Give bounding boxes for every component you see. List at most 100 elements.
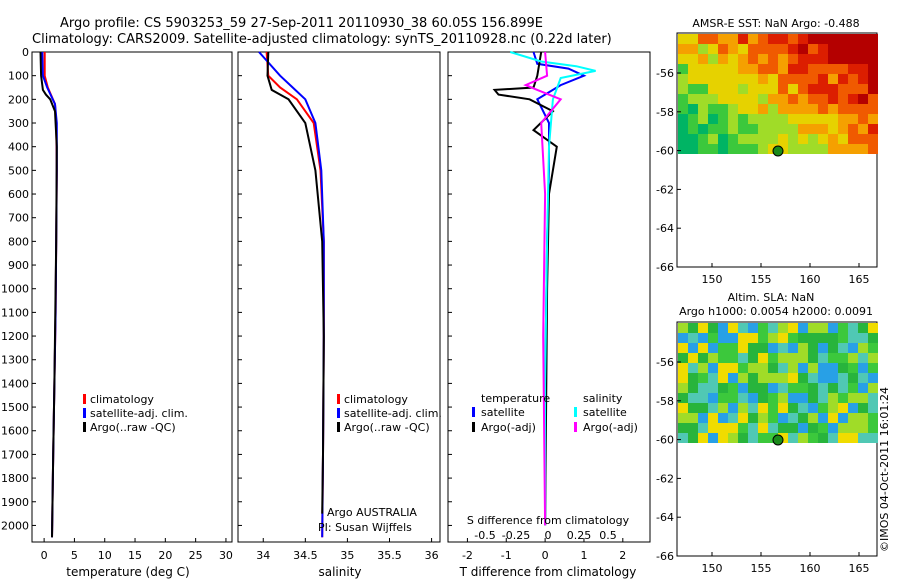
map-cell [818,323,828,333]
map-cell [838,54,848,64]
map-cell [818,343,828,353]
map-cell [798,403,808,413]
map-cell [868,44,878,54]
map-cell [778,74,788,84]
sst-map [676,32,878,268]
sla-field [678,323,878,443]
map-cell [858,363,868,373]
map-cell [808,84,818,94]
map-cell [858,94,868,104]
map-cell [828,144,838,154]
map-cell [768,413,778,423]
map-cell [738,34,748,44]
map-cell [688,104,698,114]
map-cell [688,134,698,144]
map-cell [728,363,738,373]
map-cell [838,124,848,134]
profile-curves [39,51,596,538]
map-y-tick-label: -66 [656,261,674,274]
map-cell [828,134,838,144]
map-cell [808,104,818,114]
map-cell [758,343,768,353]
legend-title-salinity: salinity [583,392,623,405]
map-cell [768,383,778,393]
x-tick-label: 34.5 [293,549,318,562]
map-x-tick-label: 165 [849,562,870,575]
legend-label-climatology: climatology [90,393,154,406]
x-tick-label: 5 [71,549,78,562]
x-tick-label: 30 [219,549,233,562]
map-cell [688,343,698,353]
map-cell [678,94,688,104]
map-cell [808,134,818,144]
map-cell [868,353,878,363]
depth-tick-label: 300 [8,117,29,130]
map-cell [688,433,698,443]
map-cell [868,124,878,134]
map-cell [838,323,848,333]
map-cell [828,44,838,54]
map-cell [748,383,758,393]
map-cell [708,373,718,383]
map-cell [698,124,708,134]
map-cell [798,343,808,353]
map-cell [758,104,768,114]
map-cell [688,383,698,393]
map-cell [748,413,758,423]
map-cell [818,383,828,393]
map-cell [698,134,708,144]
map-cell [688,54,698,64]
s-tick-label: 0.25 [567,529,592,542]
map-cell [818,74,828,84]
map-cell [748,423,758,433]
map-cell [788,134,798,144]
map-cell [728,413,738,423]
map-cell [838,333,848,343]
map-cell [738,64,748,74]
map-cell [698,94,708,104]
map-cell [738,403,748,413]
legend-swatch-satellite [83,408,86,418]
map-cell [778,124,788,134]
sla-map [676,321,878,557]
map-cell [848,64,858,74]
map-cell [708,393,718,403]
map-cell [708,423,718,433]
map-cell [828,54,838,64]
map-cell [718,34,728,44]
map-cell [828,323,838,333]
map-cell [808,94,818,104]
map-cell [678,413,688,423]
map-cell [808,353,818,363]
map-cell [868,94,878,104]
map-cell [848,144,858,154]
map-cell [848,343,858,353]
map-cell [818,124,828,134]
map-cell [728,323,738,333]
map-cell [698,84,708,94]
map-cell [838,413,848,423]
map-cell [808,413,818,423]
map-cell [868,383,878,393]
s-tick-label: -0.5 [474,529,495,542]
map-cell [788,413,798,423]
map-cell [718,124,728,134]
map-cell [848,104,858,114]
map-cell [818,403,828,413]
map-cell [728,403,738,413]
map-cell [758,34,768,44]
map-cell [738,333,748,343]
map-cell [748,104,758,114]
map-cell [868,343,878,353]
salinity-legend: climatology satellite-adj. clim. Argo(..… [318,393,442,534]
header-subtitle: Climatology: CARS2009. Satellite-adjuste… [32,32,612,47]
map-cell [858,54,868,64]
sla-map-ticks: -56 -58 -60 -62 -64 -66 150 155 160 165 [656,356,869,575]
map-cell [738,134,748,144]
map-cell [708,363,718,373]
depth-tick-label: 1900 [1,496,29,509]
map-cell [758,94,768,104]
map-cell [808,363,818,373]
map-x-tick-label: 150 [702,562,723,575]
map-cell [768,34,778,44]
